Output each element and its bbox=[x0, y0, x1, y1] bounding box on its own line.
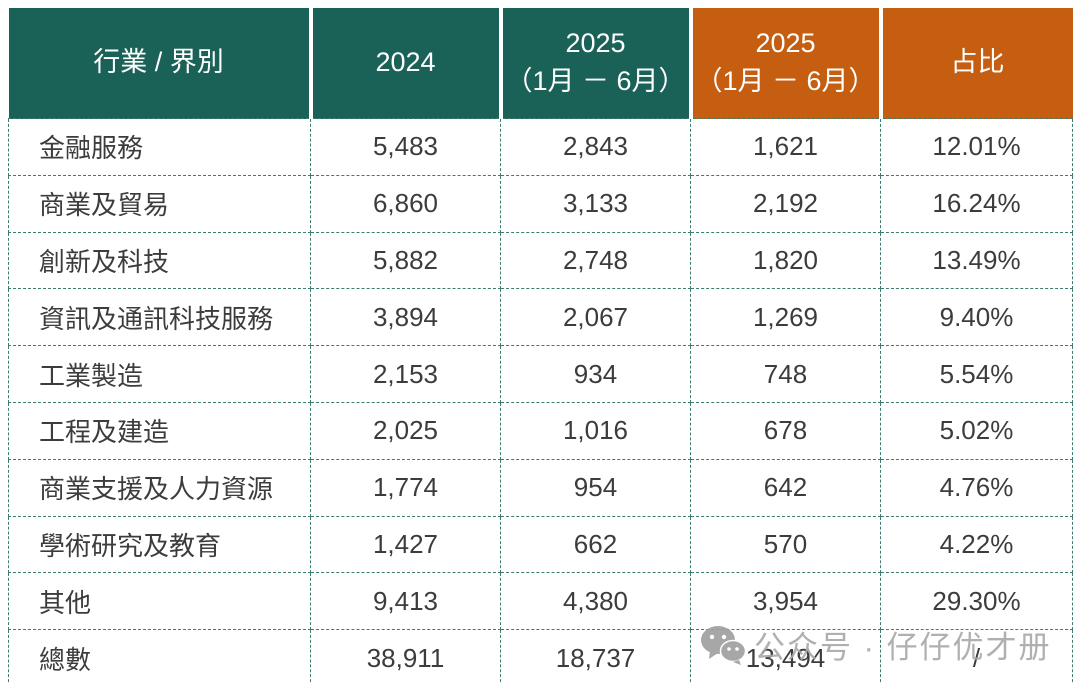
row-label-cell: 資訊及通訊科技服務 bbox=[8, 288, 311, 347]
row-label-cell: 工程及建造 bbox=[8, 401, 311, 460]
value-cell: 1,016 bbox=[500, 401, 691, 460]
column-header-line: 2024 bbox=[375, 47, 436, 78]
value-cell: 9,413 bbox=[310, 572, 501, 631]
table-row: 創新及科技 5,882 2,748 1,820 13.49% bbox=[8, 231, 1073, 290]
value-cell: 954 bbox=[500, 458, 691, 517]
table-row: 商業支援及人力資源 1,774 954 642 4.76% bbox=[8, 458, 1073, 517]
value-cell: 6,860 bbox=[310, 174, 501, 233]
value-cell: 2,192 bbox=[690, 174, 881, 233]
value-cell: 4,380 bbox=[500, 572, 691, 631]
table-row: 總數 38,911 18,737 13,494/ bbox=[8, 629, 1073, 684]
table-header: 行業 / 界別 2024 2025 （1月 － 6月） 2025 （1月 － 6月） 占比 bbox=[8, 8, 1073, 119]
industry-stats-table: 行業 / 界別 2024 2025 （1月 － 6月） 2025 （1月 － 6月） 占比 … bbox=[8, 8, 1073, 684]
value-cell: 4.22% bbox=[880, 515, 1073, 574]
column-header: 行業 / 界別 bbox=[8, 8, 311, 119]
value-cell: / bbox=[880, 629, 1073, 684]
row-label-cell: 商業及貿易 bbox=[8, 174, 311, 233]
value-cell: 1,621 bbox=[690, 118, 881, 176]
value-cell: 5,483 bbox=[310, 118, 501, 176]
value-cell: 4.76% bbox=[880, 458, 1073, 517]
value-cell: 13.49% bbox=[880, 231, 1073, 290]
row-label-cell: 商業支援及人力資源 bbox=[8, 458, 311, 517]
column-header-line: （1月 － 6月） bbox=[505, 66, 686, 96]
row-label-cell: 創新及科技 bbox=[8, 231, 311, 290]
value-cell: 3,954 bbox=[690, 572, 881, 631]
value-cell: 748 bbox=[690, 345, 881, 403]
value-cell: 642 bbox=[690, 458, 881, 517]
column-header-line: 2025 bbox=[755, 28, 816, 59]
table-row: 金融服務 5,483 2,843 1,621 12.01% bbox=[8, 118, 1073, 176]
value-cell: 5.54% bbox=[880, 345, 1073, 403]
value-cell: 2,067 bbox=[500, 288, 691, 347]
value-cell: 12.01% bbox=[880, 118, 1073, 176]
value-cell: 1,820 bbox=[690, 231, 881, 290]
value-cell: 13,494 bbox=[690, 629, 881, 684]
header-row: 行業 / 界別 2024 2025 （1月 － 6月） 2025 （1月 － 6月） 占比 bbox=[8, 8, 1073, 119]
row-label-cell: 總數 bbox=[8, 629, 311, 684]
column-header-line: （1月 － 6月） bbox=[695, 66, 876, 96]
value-cell: 934 bbox=[500, 345, 691, 403]
value-cell: 662 bbox=[500, 515, 691, 574]
table-row: 學術研究及教育 1,427 662 570 4.22% bbox=[8, 515, 1073, 574]
table-row: 工業製造 2,153 934 748 5.54% bbox=[8, 345, 1073, 403]
table-row: 商業及貿易 6,860 3,133 2,192 16.24% bbox=[8, 174, 1073, 233]
value-cell: 1,427 bbox=[310, 515, 501, 574]
value-cell: 38,911 bbox=[310, 629, 501, 684]
value-cell: 1,269 bbox=[690, 288, 881, 347]
value-cell: 2,025 bbox=[310, 401, 501, 460]
value-cell: 5.02% bbox=[880, 401, 1073, 460]
value-cell: 3,133 bbox=[500, 174, 691, 233]
row-label-cell: 學術研究及教育 bbox=[8, 515, 311, 574]
row-label-cell: 工業製造 bbox=[8, 345, 311, 403]
column-header: 2024 bbox=[308, 8, 501, 119]
value-cell: 2,843 bbox=[500, 118, 691, 176]
row-label-cell: 其他 bbox=[8, 572, 311, 631]
column-header: 2025 （1月 － 6月） bbox=[688, 8, 881, 119]
table-row: 工程及建造 2,025 1,016 678 5.02% bbox=[8, 401, 1073, 460]
value-cell: 570 bbox=[690, 515, 881, 574]
column-header-line: 2025 bbox=[565, 28, 626, 59]
value-cell: 3,894 bbox=[310, 288, 501, 347]
value-cell: 16.24% bbox=[880, 174, 1073, 233]
value-cell: 5,882 bbox=[310, 231, 501, 290]
column-header: 2025 （1月 － 6月） bbox=[498, 8, 691, 119]
table-body: 金融服務 5,483 2,843 1,621 12.01% 商業及貿易 6,860 3,133… bbox=[8, 118, 1073, 684]
value-cell: 9.40% bbox=[880, 288, 1073, 347]
value-cell: 2,748 bbox=[500, 231, 691, 290]
column-header: 占比 bbox=[878, 8, 1073, 119]
row-label-cell: 金融服務 bbox=[8, 118, 311, 176]
value-cell: 18,737 bbox=[500, 629, 691, 684]
column-header-line: 行業 / 界別 bbox=[93, 47, 224, 78]
table-row: 其他 9,413 4,380 3,954 29.30% bbox=[8, 572, 1073, 631]
value-cell: 1,774 bbox=[310, 458, 501, 517]
value-cell: 2,153 bbox=[310, 345, 501, 403]
value-cell: 678 bbox=[690, 401, 881, 460]
table-row: 資訊及通訊科技服務 3,894 2,067 1,269 9.40% bbox=[8, 288, 1073, 347]
column-header-line: 占比 bbox=[950, 47, 1005, 78]
value-cell: 29.30% bbox=[880, 572, 1073, 631]
